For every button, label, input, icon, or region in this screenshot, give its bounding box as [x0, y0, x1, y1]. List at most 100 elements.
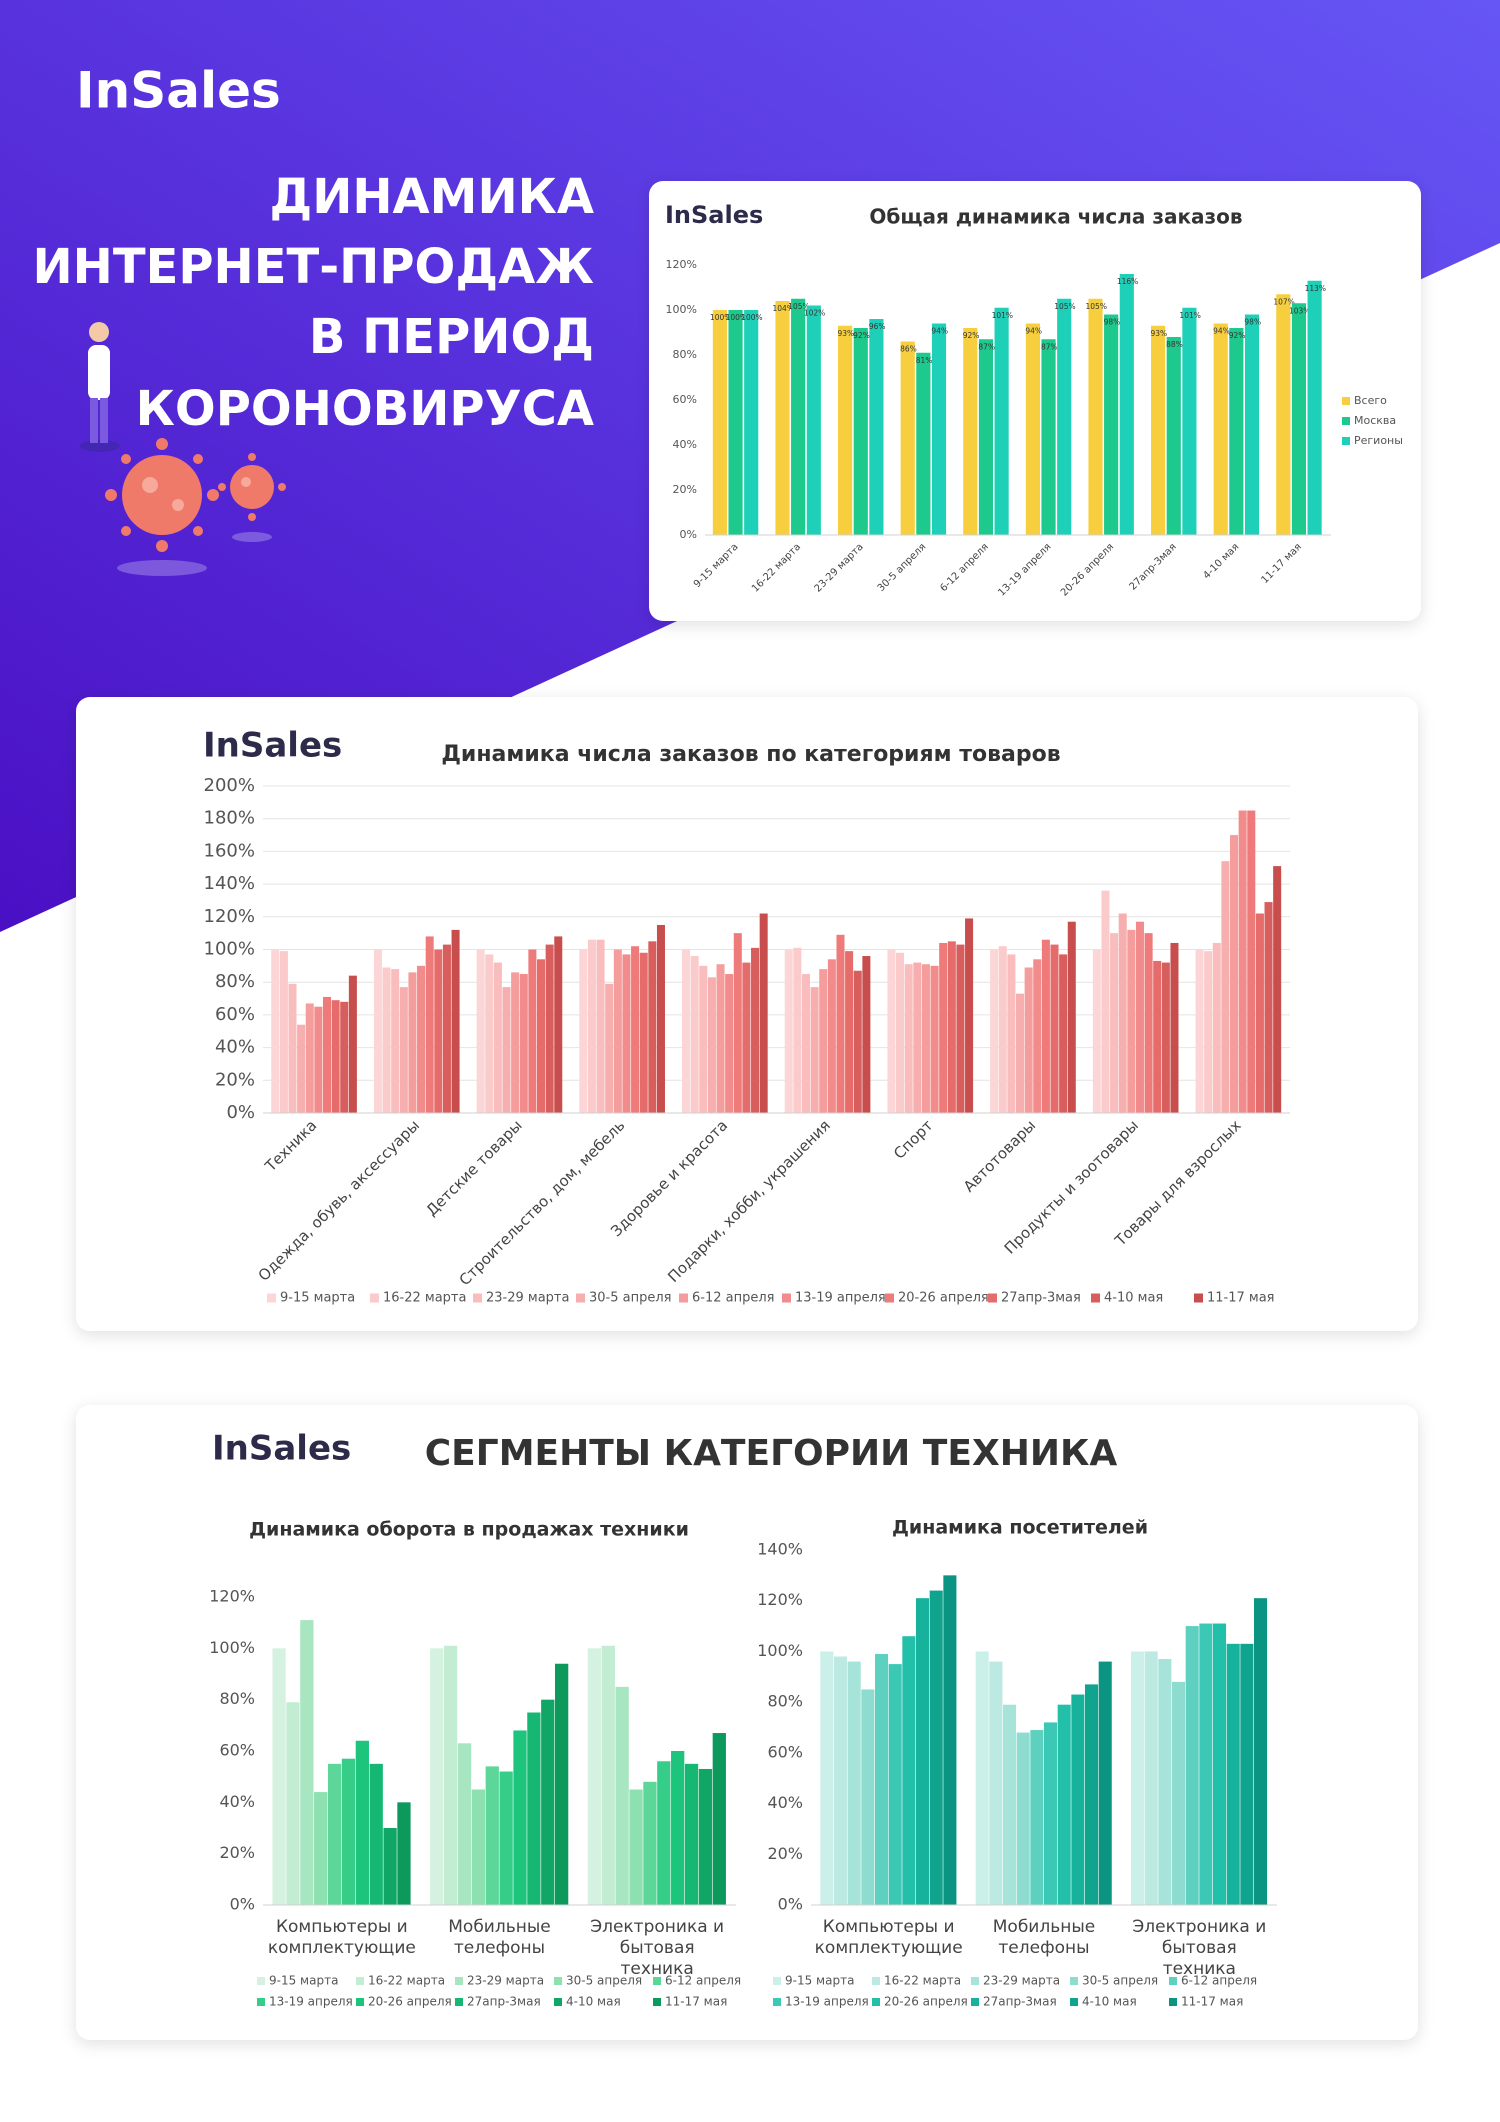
y-tick-label: 40%: [215, 1037, 255, 1058]
page-title: В ПЕРИОД: [309, 309, 594, 365]
bar: [1118, 913, 1127, 1113]
y-tick-label: 100%: [204, 939, 255, 960]
legend-swatch: [971, 1977, 979, 1985]
bar: [327, 1763, 342, 1905]
bar: [939, 942, 948, 1113]
bar: [656, 924, 665, 1113]
bar: [1104, 314, 1119, 535]
value-label: 100%: [741, 313, 762, 322]
legend-swatch: [1070, 1977, 1078, 1985]
bar: [605, 983, 614, 1113]
bar: [1092, 949, 1101, 1113]
bar: [1067, 921, 1076, 1113]
bar: [1226, 1643, 1240, 1905]
x-tick-label: Электроника и бытовая техника: [1132, 1917, 1267, 1979]
x-tick-label: Мобильные телефоны: [448, 1917, 551, 1958]
legend-label: 20-26 апреля: [898, 1291, 989, 1306]
bar: [457, 1743, 472, 1905]
legend-swatch: [885, 1293, 894, 1303]
legend-swatch: [1342, 397, 1350, 405]
legend-label: 27апр-3мая: [467, 1995, 541, 2009]
bar: [434, 949, 443, 1113]
value-label: 113%: [1305, 284, 1326, 293]
bar: [1057, 298, 1072, 535]
bar: [499, 1771, 513, 1905]
value-label: 105%: [1054, 302, 1075, 311]
y-tick-label: 200%: [204, 775, 255, 796]
bar: [1119, 274, 1134, 535]
bar: [383, 1828, 397, 1905]
bar: [1204, 951, 1213, 1113]
value-label: 93%: [838, 329, 855, 338]
bar: [397, 1802, 411, 1905]
bar: [943, 1575, 957, 1905]
x-tick-label: Компьютеры и комплектующие: [814, 1917, 963, 1958]
bar: [1212, 942, 1221, 1113]
value-label: 103%: [1289, 306, 1310, 315]
bar: [801, 974, 810, 1113]
legend-swatch: [473, 1293, 482, 1303]
bar: [900, 341, 915, 535]
value-label: 87%: [1041, 342, 1058, 351]
bar: [998, 946, 1007, 1113]
bar: [519, 974, 528, 1113]
bar: [930, 965, 939, 1113]
legend-label: 11-17 мая: [1181, 1995, 1243, 2009]
value-label: 92%: [1229, 331, 1246, 340]
page-title: ДИНАМИКА: [269, 169, 594, 225]
value-label: 107%: [1273, 297, 1294, 306]
bar: [712, 1733, 726, 1905]
y-tick-label: 100%: [209, 1638, 255, 1657]
legend-swatch: [988, 1293, 997, 1303]
bar: [601, 1645, 615, 1905]
legend-label: 13-19 апреля: [795, 1291, 886, 1306]
bar: [1166, 337, 1181, 535]
bar: [690, 956, 699, 1113]
bar: [1151, 325, 1166, 535]
value-label: 88%: [1166, 340, 1183, 349]
bar: [716, 964, 725, 1113]
bar: [994, 307, 1009, 535]
bar: [485, 954, 494, 1113]
virus-decoration: [80, 322, 286, 576]
bar: [1171, 1681, 1186, 1905]
value-label: 98%: [1104, 318, 1121, 327]
value-label: 94%: [1213, 327, 1230, 336]
bar: [913, 962, 922, 1113]
bar: [355, 1740, 369, 1905]
legend-label: 9-15 марта: [785, 1974, 854, 1988]
legend-label: 27апр-3мая: [1001, 1291, 1081, 1306]
bar: [613, 949, 622, 1113]
legend-swatch: [356, 1998, 364, 2006]
value-label: 93%: [1151, 329, 1168, 338]
bar: [833, 1656, 848, 1905]
legend-label: Регионы: [1354, 434, 1403, 447]
legend-label: 27апр-3мая: [983, 1995, 1057, 2009]
bar: [1127, 929, 1136, 1113]
bar: [373, 949, 382, 1113]
value-label: 100%: [726, 313, 747, 322]
legend-swatch: [872, 1977, 880, 1985]
bar: [1088, 298, 1103, 535]
legend-label: 30-5 апреля: [589, 1291, 671, 1306]
y-tick-label: 80%: [673, 348, 697, 361]
bar: [947, 941, 956, 1113]
bar: [784, 949, 793, 1113]
legend-label: 9-15 марта: [269, 1974, 338, 1988]
legend-swatch: [370, 1293, 379, 1303]
bar: [847, 1661, 861, 1905]
bar: [733, 933, 742, 1113]
bar: [272, 1648, 286, 1905]
legend-swatch: [872, 1998, 880, 2006]
y-tick-label: 60%: [673, 393, 697, 406]
value-label: 104%: [773, 304, 794, 313]
bar: [340, 1001, 349, 1113]
bar: [1230, 835, 1239, 1113]
bar: [554, 1663, 569, 1905]
bar: [425, 936, 434, 1113]
legend-label: 20-26 апреля: [368, 1995, 452, 2009]
y-tick-label: 140%: [757, 1540, 803, 1559]
bar: [1254, 1598, 1268, 1905]
value-label: 101%: [992, 311, 1013, 320]
